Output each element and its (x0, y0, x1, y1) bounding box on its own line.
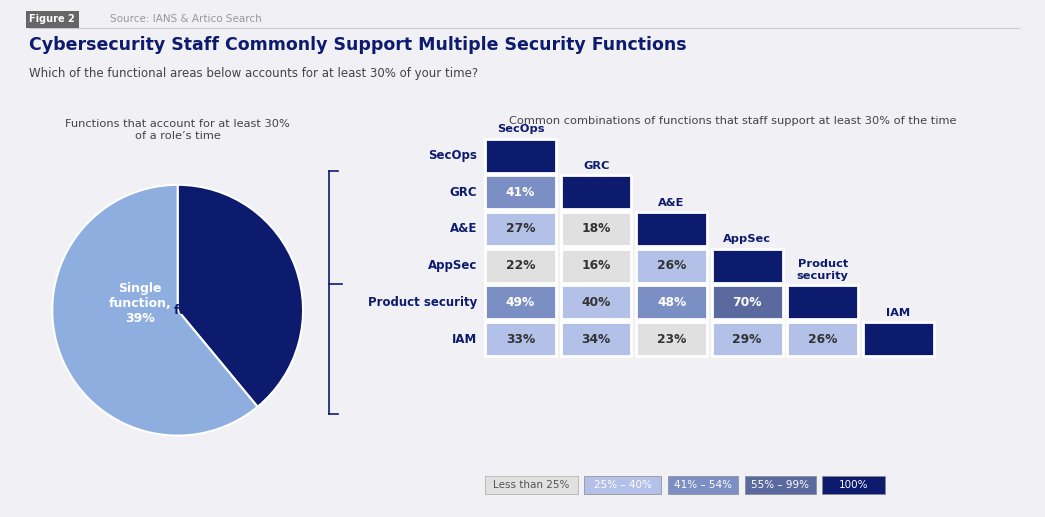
Bar (636, 322, 707, 356)
Text: 23%: 23% (657, 332, 687, 345)
Bar (745, 476, 815, 494)
Wedge shape (52, 185, 257, 436)
Text: Less than 25%: Less than 25% (493, 480, 570, 490)
Text: 34%: 34% (581, 332, 610, 345)
Text: Source: IANS & Artico Search: Source: IANS & Artico Search (110, 14, 261, 24)
Text: 33%: 33% (506, 332, 535, 345)
Text: AppSec: AppSec (427, 259, 478, 272)
Bar (668, 476, 739, 494)
Text: Single
function,
39%: Single function, 39% (109, 282, 171, 325)
Text: 27%: 27% (506, 222, 535, 236)
Text: IAM: IAM (452, 332, 478, 345)
Text: 29%: 29% (733, 332, 762, 345)
Bar (787, 322, 858, 356)
Text: Which of the functional areas below accounts for at least 30% of your time?: Which of the functional areas below acco… (29, 67, 479, 80)
Text: Functions that account for at least 30%
of a role’s time: Functions that account for at least 30% … (65, 119, 291, 141)
Bar (485, 285, 556, 320)
Bar (485, 249, 556, 283)
Bar (485, 139, 556, 173)
Text: SecOps: SecOps (428, 149, 478, 162)
Bar (636, 249, 707, 283)
Text: 18%: 18% (581, 222, 610, 236)
Text: 26%: 26% (657, 259, 687, 272)
Text: 49%: 49% (506, 296, 535, 309)
Text: GRC: GRC (583, 161, 609, 171)
Text: GRC: GRC (449, 186, 478, 199)
Bar (821, 476, 885, 494)
Text: 41%: 41% (506, 186, 535, 199)
Bar (712, 285, 783, 320)
Text: Product security: Product security (368, 296, 478, 309)
Text: 70%: 70% (733, 296, 762, 309)
Text: IAM: IAM (886, 308, 910, 317)
Bar (485, 212, 556, 246)
Text: 26%: 26% (808, 332, 837, 345)
Bar (561, 322, 631, 356)
Bar (485, 175, 556, 209)
Text: Figure 2: Figure 2 (29, 14, 75, 24)
Bar (584, 476, 661, 494)
Bar (636, 212, 707, 246)
Text: Common combinations of functions that staff support at least 30% of the time: Common combinations of functions that st… (509, 116, 957, 126)
Text: 40%: 40% (581, 296, 610, 309)
Text: 100%: 100% (838, 480, 868, 490)
Bar (561, 285, 631, 320)
Text: SecOps: SecOps (496, 124, 544, 134)
Text: Product
security: Product security (796, 260, 849, 281)
Bar (561, 175, 631, 209)
Text: 22%: 22% (506, 259, 535, 272)
Text: 41% – 54%: 41% – 54% (674, 480, 733, 490)
Bar (485, 476, 578, 494)
Bar (863, 322, 933, 356)
Bar (636, 285, 707, 320)
Text: 48%: 48% (657, 296, 687, 309)
Text: 25% – 40%: 25% – 40% (594, 480, 652, 490)
Text: Multiple
functions,
61%: Multiple functions, 61% (173, 288, 245, 332)
Bar (561, 249, 631, 283)
Bar (712, 322, 783, 356)
Text: A&E: A&E (658, 197, 684, 208)
Text: A&E: A&E (450, 222, 478, 236)
Bar (712, 249, 783, 283)
Bar (561, 212, 631, 246)
Text: 55% – 99%: 55% – 99% (751, 480, 809, 490)
Wedge shape (178, 185, 303, 407)
Bar (787, 285, 858, 320)
Text: Cybersecurity Staff Commonly Support Multiple Security Functions: Cybersecurity Staff Commonly Support Mul… (29, 36, 687, 54)
Text: AppSec: AppSec (723, 234, 771, 244)
Text: 16%: 16% (581, 259, 610, 272)
Bar (485, 322, 556, 356)
